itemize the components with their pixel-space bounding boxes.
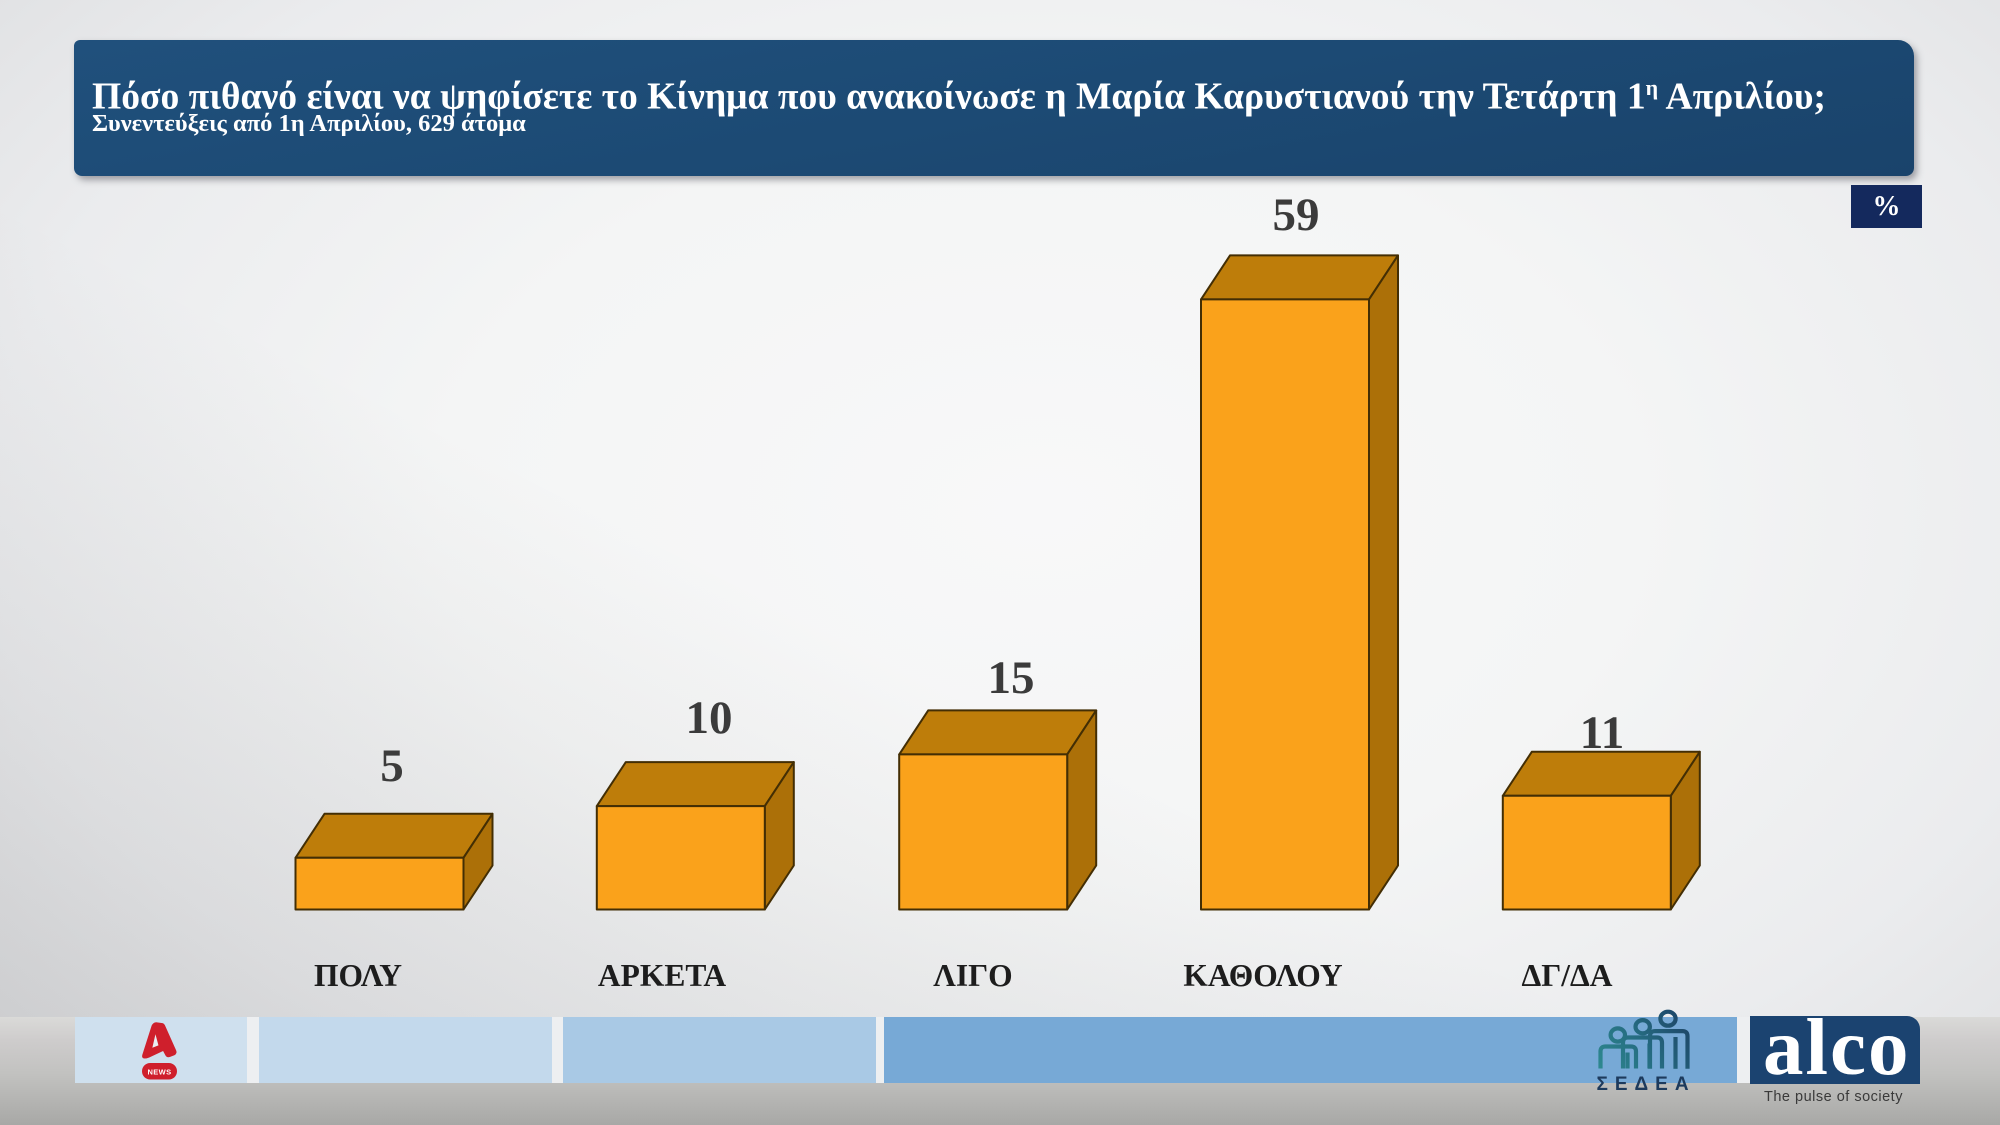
svg-text:NEWS: NEWS	[147, 1068, 171, 1077]
